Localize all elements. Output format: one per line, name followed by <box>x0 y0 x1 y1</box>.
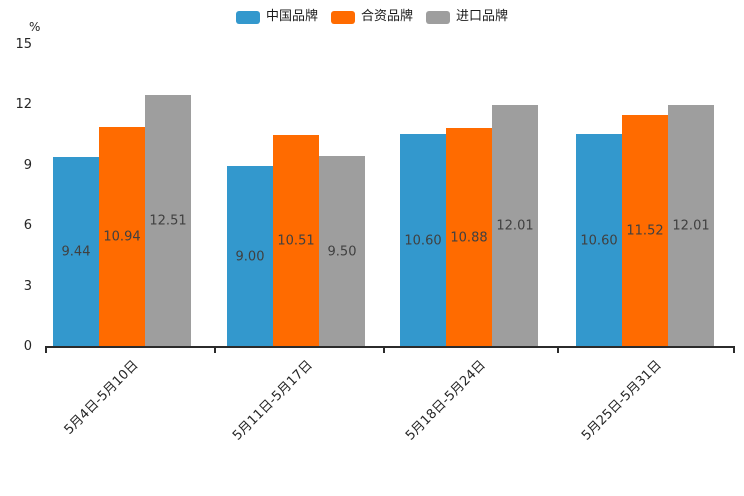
y-axis-unit-label: % <box>29 20 41 34</box>
bar-value-label: 12.01 <box>496 218 534 234</box>
bar-value-label: 12.51 <box>149 213 187 229</box>
x-axis-line <box>45 346 735 348</box>
bar-joint-venture-brands-week4[interactable]: 11.52 <box>622 115 668 347</box>
plot-area: 9.44 10.94 12.51 9.00 10.51 9.50 10.60 <box>0 45 744 347</box>
x-axis-tick <box>733 348 735 353</box>
legend-swatch-icon <box>426 10 450 24</box>
x-axis-tick <box>383 348 385 353</box>
bar-group-week3: 10.60 10.88 12.01 <box>400 45 538 347</box>
y-tick-label: 0 <box>23 339 32 354</box>
y-tick-label: 3 <box>23 279 32 294</box>
legend-swatch-icon <box>330 10 355 24</box>
bar-value-label: 10.51 <box>277 233 315 249</box>
bar-chinese-brands-week1[interactable]: 9.44 <box>53 157 99 347</box>
bar-imported-brands-week3[interactable]: 12.01 <box>492 105 538 347</box>
legend-label: 进口品牌 <box>456 9 509 24</box>
bar-group-week2: 9.00 10.51 9.50 <box>227 45 365 347</box>
x-tick-label-week4: 5月25日-5月31日 <box>578 357 665 444</box>
legend-swatch-icon <box>235 10 260 24</box>
legend-label: 合资品牌 <box>360 9 413 24</box>
bar-joint-venture-brands-week1[interactable]: 10.94 <box>99 127 145 347</box>
legend-label: 中国品牌 <box>265 9 318 24</box>
legend-item-chinese-brands[interactable]: 中国品牌 <box>235 9 318 25</box>
y-tick-label: 12 <box>15 97 32 112</box>
bar-value-label: 10.94 <box>103 229 141 245</box>
bar-value-label: 10.60 <box>580 233 618 248</box>
bar-chinese-brands-week4[interactable]: 10.60 <box>576 134 622 347</box>
bar-value-label: 11.52 <box>626 223 664 239</box>
bar-chinese-brands-week2[interactable]: 9.00 <box>227 166 273 347</box>
bar-imported-brands-week2[interactable]: 9.50 <box>319 156 365 347</box>
y-tick-label: 9 <box>23 158 32 173</box>
bar-group-week4: 10.60 11.52 12.01 <box>576 45 714 347</box>
x-axis-tick <box>45 348 47 353</box>
bar-value-label: 10.88 <box>450 230 488 245</box>
legend-item-imported-brands[interactable]: 进口品牌 <box>426 9 508 25</box>
bar-joint-venture-brands-week2[interactable]: 10.51 <box>273 135 319 347</box>
y-tick-label: 15 <box>15 37 32 52</box>
bar-value-label: 12.01 <box>672 218 710 234</box>
x-axis-tick <box>214 348 216 353</box>
x-tick-label-week3: 5月18日-5月24日 <box>402 357 489 444</box>
legend: 中国品牌 合资品牌 进口品牌 <box>0 9 744 25</box>
bar-value-label: 9.00 <box>235 249 265 264</box>
bar-group-week1: 9.44 10.94 12.51 <box>53 45 191 347</box>
bar-value-label: 9.44 <box>61 244 91 260</box>
bar-value-label: 10.60 <box>404 233 442 248</box>
x-axis-tick <box>557 348 559 353</box>
x-tick-label-week1: 5月4日-5月10日 <box>61 357 142 438</box>
legend-item-joint-venture-brands[interactable]: 合资品牌 <box>330 9 413 25</box>
bar-chinese-brands-week3[interactable]: 10.60 <box>400 134 446 347</box>
x-tick-label-week2: 5月11日-5月17日 <box>229 357 316 444</box>
bar-joint-venture-brands-week3[interactable]: 10.88 <box>446 128 492 347</box>
bar-imported-brands-week4[interactable]: 12.01 <box>668 105 714 347</box>
y-tick-label: 6 <box>23 218 32 233</box>
bar-imported-brands-week1[interactable]: 12.51 <box>145 95 191 347</box>
bar-value-label: 9.50 <box>327 244 357 259</box>
